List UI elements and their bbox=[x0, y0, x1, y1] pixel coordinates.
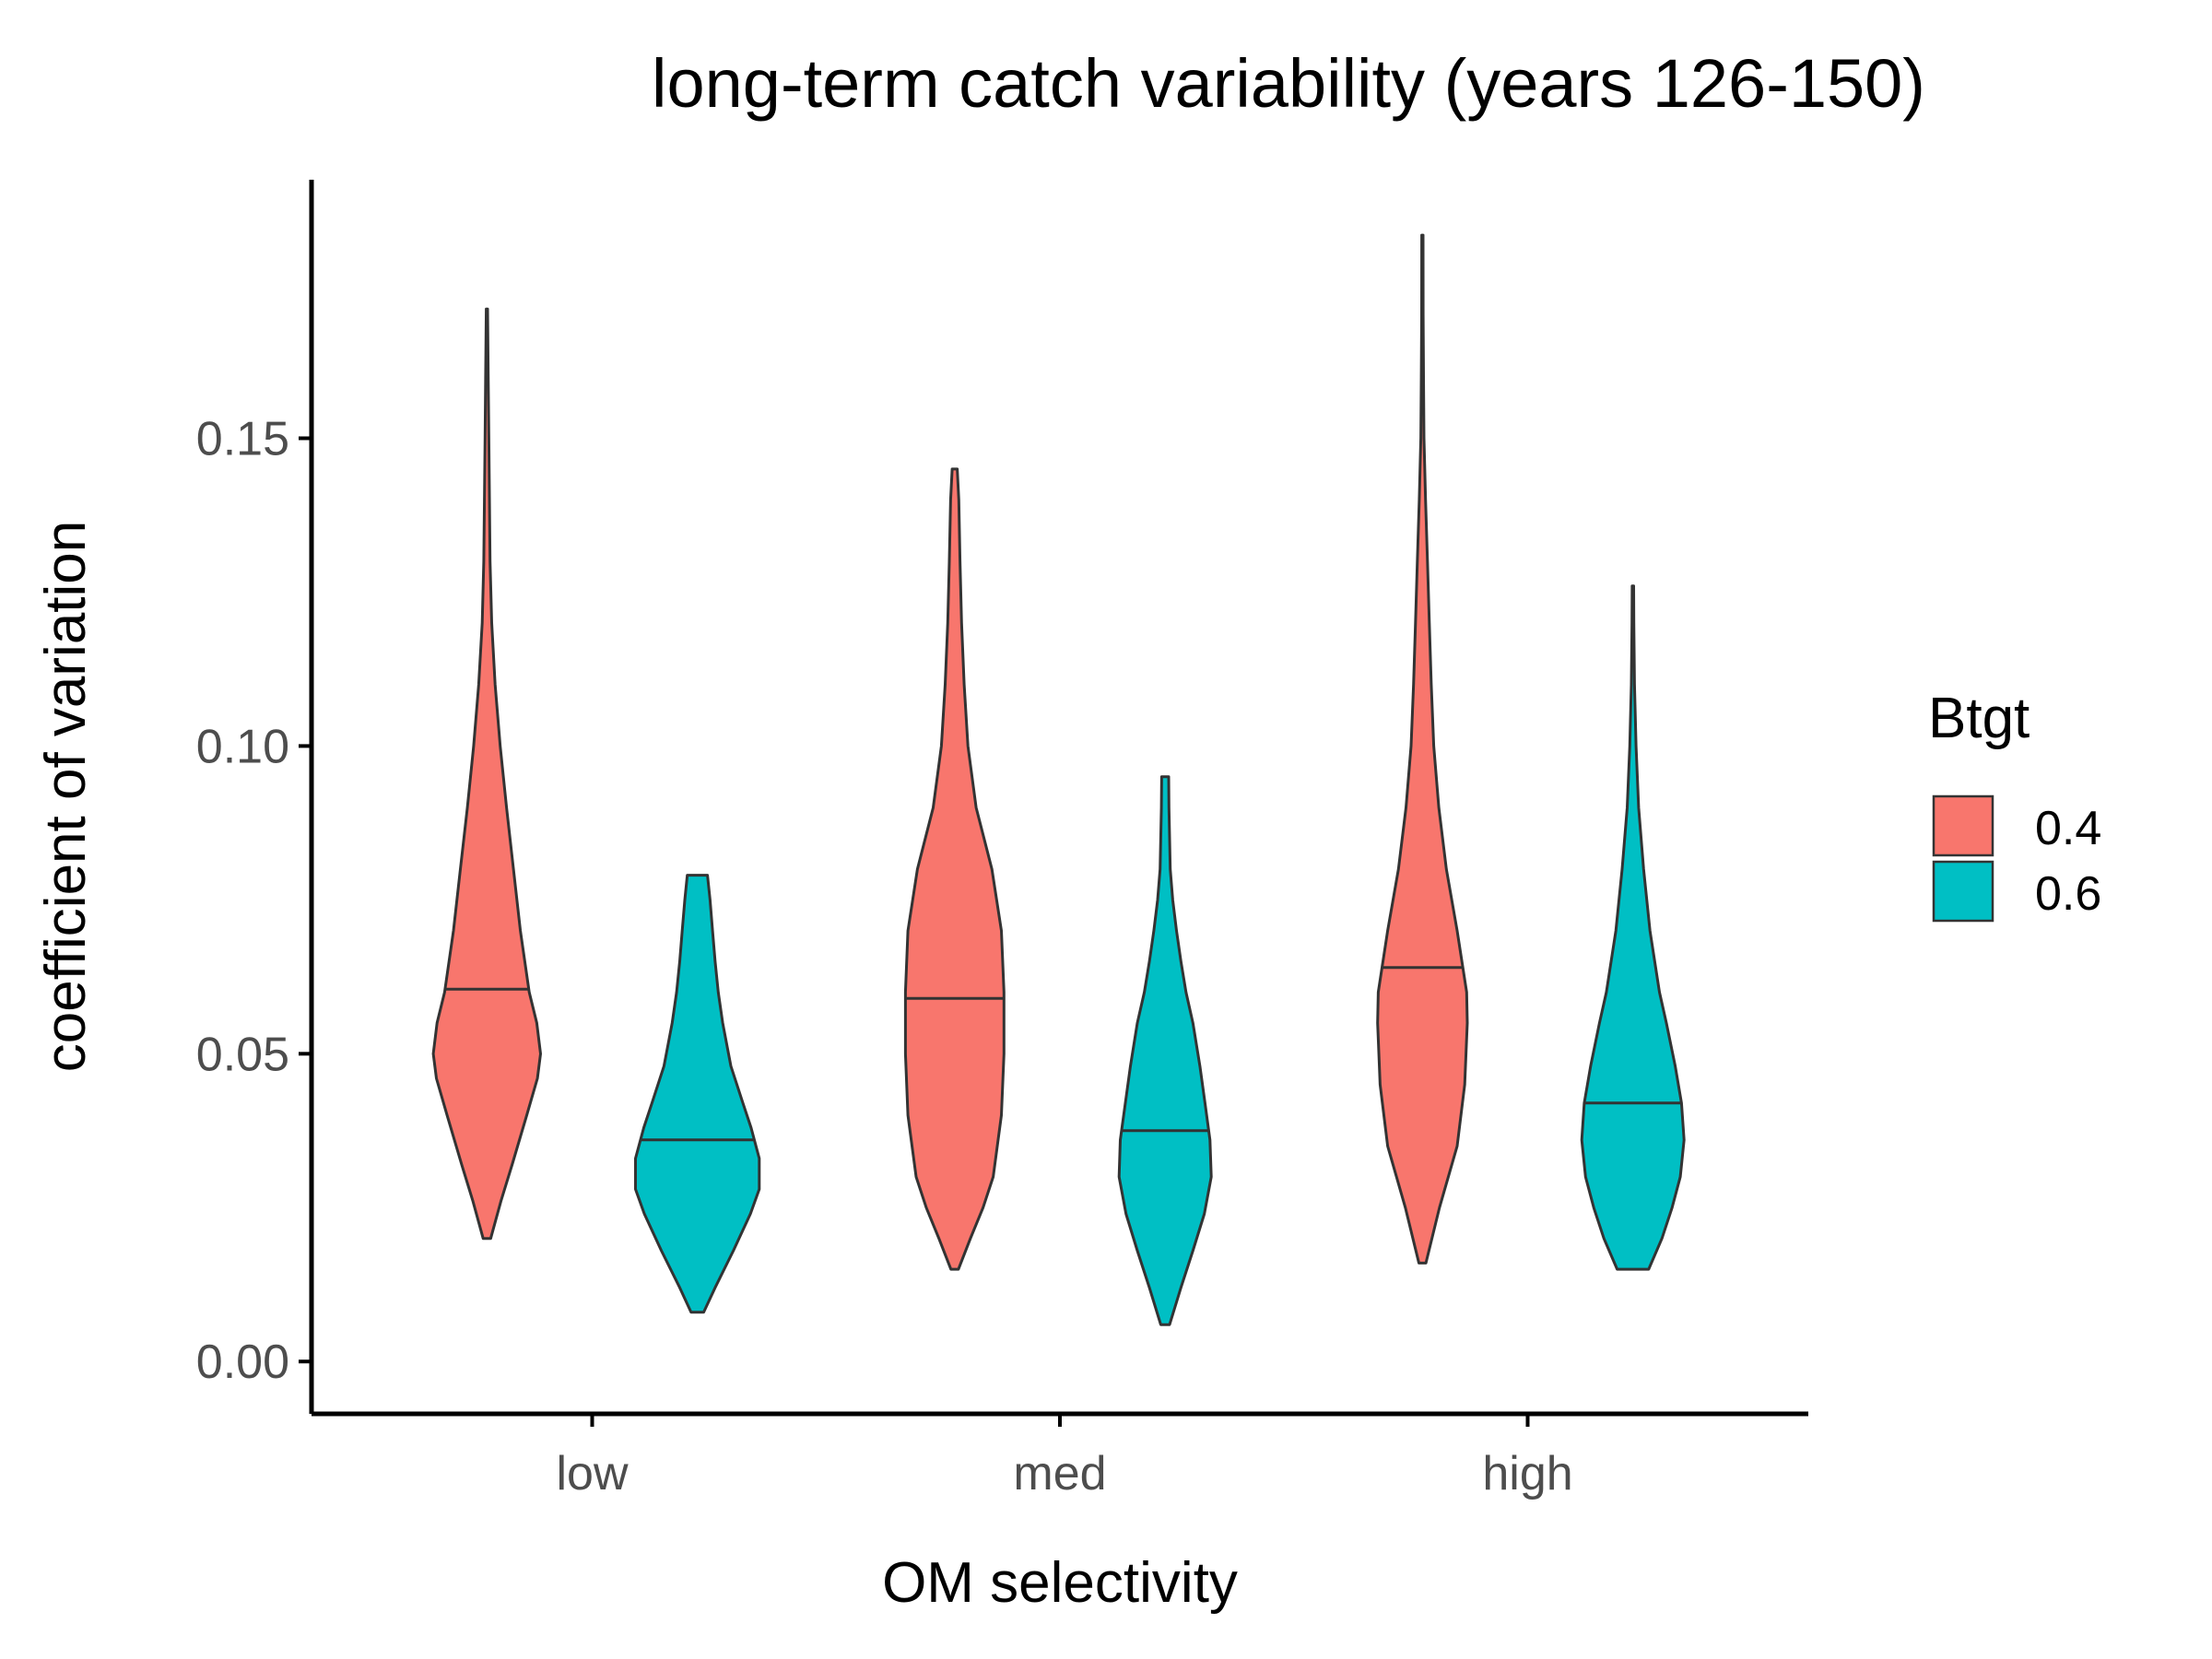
legend: Btgt 0.4 0.6 bbox=[1928, 687, 2101, 923]
x-tick-label-med: med bbox=[1013, 1447, 1106, 1500]
legend-title: Btgt bbox=[1928, 687, 2030, 750]
chart-title: long-term catch variability (years 126-1… bbox=[652, 45, 1925, 122]
violin-med-0.6 bbox=[1117, 775, 1213, 1326]
y-tick-label: 0.15 bbox=[196, 412, 289, 465]
violin-low-0.4 bbox=[431, 307, 542, 1241]
y-tick-label: 0.10 bbox=[196, 720, 289, 773]
violin-med-0.4 bbox=[903, 467, 1006, 1271]
legend-label-0.4: 0.4 bbox=[2035, 802, 2101, 855]
legend-key-0.4 bbox=[1932, 794, 1994, 857]
y-tick-label: 0.05 bbox=[196, 1028, 289, 1081]
x-axis-title: OM selectivity bbox=[882, 1551, 1238, 1615]
y-tick-label: 0.00 bbox=[196, 1335, 289, 1389]
y-axis-title: coefficient of variation bbox=[34, 521, 98, 1073]
plot-area bbox=[431, 233, 1686, 1326]
x-tick-label-high: high bbox=[1482, 1447, 1572, 1500]
violin-high-0.4 bbox=[1376, 233, 1469, 1265]
x-tick-label-low: low bbox=[556, 1447, 628, 1500]
violin-high-0.6 bbox=[1580, 584, 1686, 1271]
violin-low-0.6 bbox=[634, 874, 761, 1314]
legend-label-0.6: 0.6 bbox=[2035, 867, 2101, 921]
legend-key-0.6 bbox=[1932, 860, 1994, 923]
x-axis-ticks: low med high bbox=[556, 1414, 1573, 1500]
y-axis-ticks: 0.00 0.05 0.10 0.15 bbox=[196, 412, 312, 1389]
